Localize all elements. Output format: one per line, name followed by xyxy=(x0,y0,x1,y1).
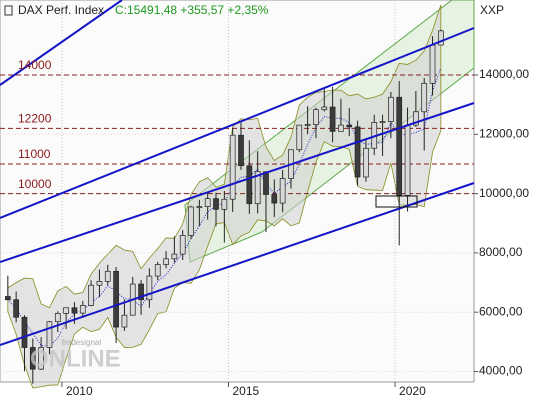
candle-body xyxy=(63,307,69,314)
trendline xyxy=(0,0,123,86)
candle-body xyxy=(79,305,86,314)
candle-body xyxy=(54,313,61,323)
candle-body xyxy=(13,299,20,318)
candle-body xyxy=(4,296,11,301)
candle-body xyxy=(179,235,186,255)
candle-body xyxy=(88,284,94,306)
candle-body xyxy=(321,106,328,111)
y-tick-label: 10000,00 xyxy=(479,186,529,200)
candle-body xyxy=(354,126,361,178)
candle-body xyxy=(304,124,311,126)
watermark: tradesignal xyxy=(62,338,101,347)
candle-body xyxy=(329,106,336,132)
candle-body xyxy=(363,147,369,178)
candle-body xyxy=(104,270,111,282)
candle-body xyxy=(213,198,219,210)
candle-body xyxy=(438,30,444,46)
candle-body xyxy=(296,124,303,151)
candle-body xyxy=(196,206,203,209)
candle-body xyxy=(46,321,53,348)
x-tick-label: 2015 xyxy=(233,384,260,398)
candle-body xyxy=(421,82,428,113)
candle-body xyxy=(246,165,253,205)
candle-body xyxy=(113,270,119,328)
candle-body xyxy=(396,96,403,196)
level-label: 14000 xyxy=(18,58,52,72)
y-tick-label: 12000,00 xyxy=(479,126,529,140)
candle-body xyxy=(188,206,194,236)
candle-body xyxy=(388,96,394,122)
candle-body xyxy=(204,198,211,208)
axis-label: XXP xyxy=(480,3,504,17)
candle-body xyxy=(96,281,103,286)
candle-body xyxy=(263,171,269,195)
y-tick-label: 4000,00 xyxy=(479,364,523,378)
icon xyxy=(4,5,13,16)
y-tick-label: 8000,00 xyxy=(479,245,523,259)
chart-title: DAX Perf. Index xyxy=(18,3,104,17)
candle-body xyxy=(38,347,44,370)
marker-box xyxy=(375,195,418,208)
candle-body xyxy=(229,134,236,200)
level-label: 11000 xyxy=(18,147,51,161)
candle-body xyxy=(221,198,228,210)
candle-body xyxy=(171,253,178,260)
x-tick-label: 2010 xyxy=(66,384,93,398)
candle-body xyxy=(429,44,436,84)
x-tick-label: 2020 xyxy=(399,384,426,398)
candle-body xyxy=(313,109,319,125)
candle-body xyxy=(121,314,128,328)
trendline xyxy=(0,102,475,263)
candle-body xyxy=(379,121,386,123)
candle-body xyxy=(279,178,286,204)
trendline xyxy=(0,182,475,346)
watermark: ONLINE xyxy=(30,345,121,372)
level-label: 12200 xyxy=(18,112,52,126)
candle-body xyxy=(238,134,244,167)
trendlines xyxy=(0,0,475,346)
y-tick-label: 14000,00 xyxy=(479,67,529,81)
candle-body xyxy=(154,264,161,277)
trendline xyxy=(0,27,475,219)
candle-body xyxy=(346,124,353,128)
candle-body xyxy=(338,124,344,132)
candle-body xyxy=(404,124,411,196)
candle-body xyxy=(271,194,278,204)
candles xyxy=(4,29,444,384)
candle-body xyxy=(146,275,153,301)
chart-subtitle: C:15491,48 +355,57 +2,35% xyxy=(115,3,269,17)
candle-body xyxy=(71,307,78,314)
candle-body xyxy=(163,258,169,265)
candle-body xyxy=(29,347,36,370)
candle-body xyxy=(138,283,144,301)
candle-body xyxy=(21,316,28,348)
level-label: 10000 xyxy=(18,177,52,191)
candle-body xyxy=(413,111,419,126)
y-tick-label: 6000,00 xyxy=(479,304,523,318)
grid xyxy=(0,0,474,382)
candle-body xyxy=(254,171,261,205)
